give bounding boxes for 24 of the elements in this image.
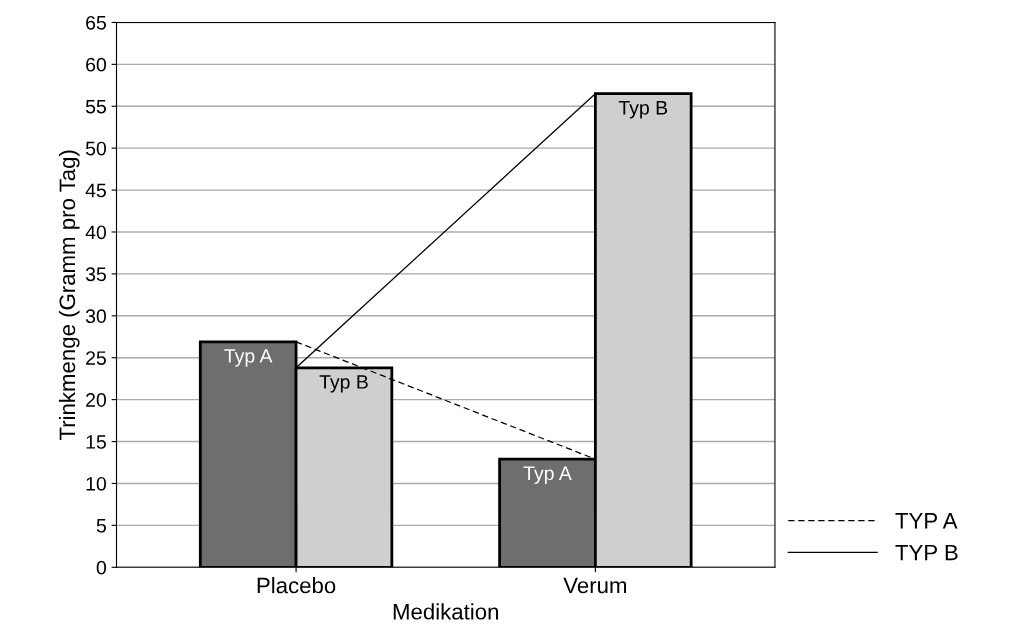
y-tick-label: 30	[85, 309, 107, 324]
y-tick-label: 10	[86, 476, 107, 491]
y-tick-label: 20	[86, 393, 107, 407]
y-axis-title: Trinkmenge (Gramm pro Tag)	[58, 150, 80, 441]
y-tick-label: 60	[86, 57, 107, 72]
y-tick-label: 45	[85, 183, 106, 198]
legend-label: TYP B	[895, 544, 958, 561]
y-tick-label: 35	[85, 267, 106, 282]
x-tick-label: Verum	[563, 577, 627, 594]
y-tick-label: 40	[85, 225, 107, 240]
y-tick-label: 5	[96, 519, 106, 533]
legend-label: TYP A	[895, 513, 958, 529]
series-label: Typ B	[319, 375, 368, 393]
y-tick-label: 25	[86, 351, 106, 365]
text: Typ A	[523, 466, 572, 484]
y-tick-label: 50	[85, 141, 107, 156]
series-label: Typ A	[224, 349, 273, 367]
y-tick-label: 0	[96, 560, 107, 575]
x-axis-title: Medikation	[393, 603, 499, 620]
text: Typ B	[618, 101, 668, 119]
y-tick-label: 55	[85, 99, 106, 114]
y-tick-label: 15	[86, 435, 106, 449]
y-tick-label: 65	[86, 15, 106, 30]
x-tick-label: Placebo	[257, 577, 336, 594]
